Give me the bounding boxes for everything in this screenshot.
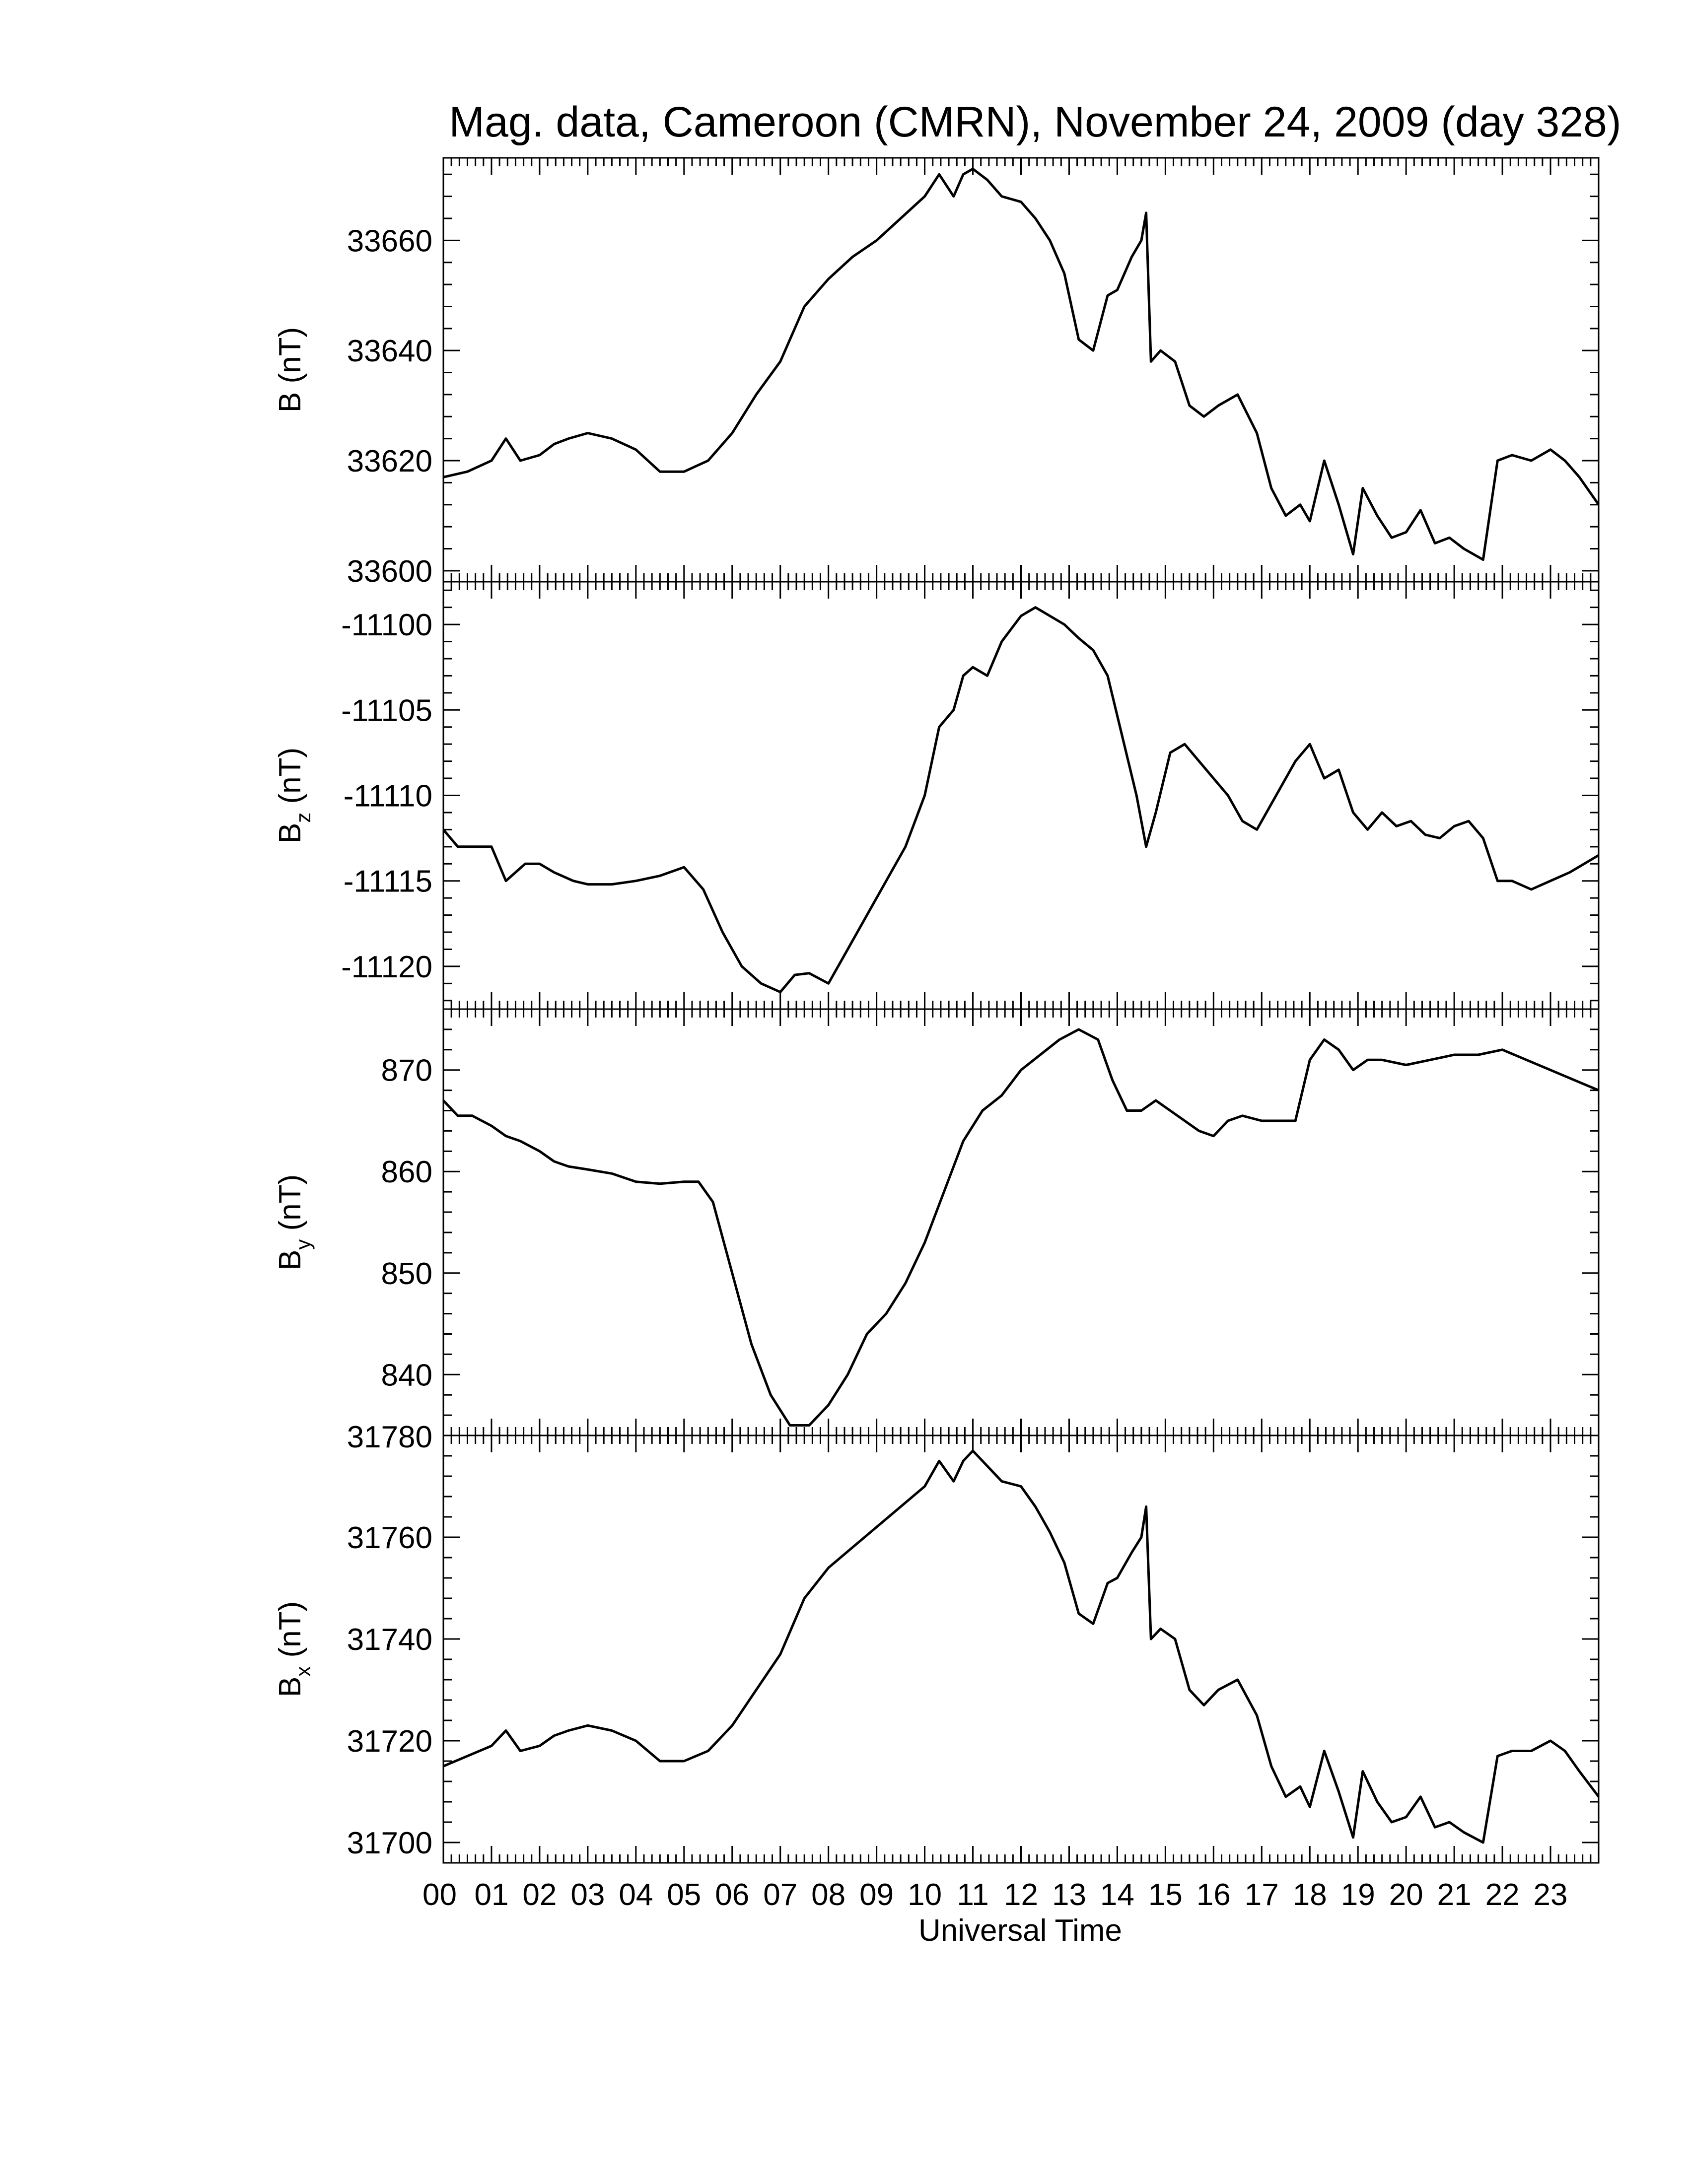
y-axis-label-main: B — [273, 392, 307, 412]
y-axis-label-subscript: z — [291, 813, 315, 823]
y-axis-label-subscript: y — [291, 1239, 315, 1250]
y-axis-label-unit: (nT) — [273, 748, 307, 813]
x-tick-label: 19 — [1341, 1878, 1375, 1912]
x-tick-label: 23 — [1534, 1878, 1568, 1912]
y-tick-label: -11120 — [341, 950, 432, 984]
panel-Bz: -11120 -11115 -11110 -11105 -11100 Bz (nT) — [273, 581, 1600, 1010]
y-axis-label: By (nT) — [273, 1174, 315, 1270]
series-line-Bx — [443, 1449, 1600, 1844]
y-axis-label: Bx (nT) — [273, 1601, 315, 1697]
y-tick-label: 31740 — [347, 1623, 432, 1657]
y-tick-label: -11110 — [344, 779, 432, 814]
x-tick-label: 21 — [1437, 1878, 1472, 1912]
x-tick-label: 17 — [1245, 1878, 1279, 1912]
y-axis-label-unit: (nT) — [273, 1174, 307, 1239]
y-tick-label: 33640 — [347, 334, 432, 368]
panel-frame — [442, 1434, 1600, 1864]
x-tick-label: 07 — [763, 1878, 797, 1912]
panel-B: 33600 33620 33640 33660 B (nT) — [273, 157, 1600, 589]
y-tick-label: -11115 — [344, 865, 432, 899]
y-axis-label-main: B — [273, 1250, 307, 1270]
y-tick-label: 31780 — [347, 1420, 432, 1454]
series-line-B — [443, 167, 1600, 561]
x-tick-label: 10 — [908, 1878, 942, 1912]
y-tick-label: 840 — [381, 1358, 432, 1392]
x-axis-label: Universal Time — [918, 1913, 1122, 1948]
x-tick-label: 06 — [715, 1878, 749, 1912]
y-tick-label: 870 — [381, 1054, 432, 1088]
x-tick-label: 12 — [1004, 1878, 1038, 1912]
x-tick-label: 18 — [1293, 1878, 1327, 1912]
y-axis-label: Bz (nT) — [273, 748, 315, 843]
series-line-By — [442, 1028, 1599, 1427]
y-axis-label-main: B — [273, 823, 307, 843]
x-tick-label: 01 — [474, 1878, 508, 1912]
panel-Bx: 31700 31720 31740 31760 31780 Bx (nT) — [273, 1420, 1600, 1864]
panel-frame — [442, 1008, 1600, 1436]
y-tick-label: -11100 — [341, 608, 432, 642]
chart-title: Mag. data, Cameroon (CMRN), November 24,… — [449, 98, 1621, 146]
y-tick-label: 860 — [381, 1155, 432, 1189]
panel-By: 840 850 860 870 By (nT) — [273, 1008, 1600, 1436]
y-axis-label-unit: (nT) — [273, 1601, 307, 1666]
y-tick-label: 33660 — [347, 224, 432, 258]
panel-frame — [442, 581, 1600, 1010]
y-axis-label-subscript: x — [291, 1666, 315, 1677]
x-tick-label: 11 — [957, 1878, 988, 1912]
y-tick-label: 31720 — [347, 1724, 432, 1759]
x-tick-label: 14 — [1100, 1878, 1134, 1912]
y-tick-label: 31700 — [347, 1826, 432, 1860]
x-tick-label: 03 — [570, 1878, 605, 1912]
y-axis-label-unit: (nT) — [273, 327, 307, 392]
x-tick-label: 16 — [1196, 1878, 1231, 1912]
x-tick-label: 22 — [1485, 1878, 1520, 1912]
y-axis-label: B (nT) — [273, 327, 307, 412]
y-tick-label: 33600 — [347, 554, 432, 589]
y-tick-label: -11105 — [341, 693, 432, 728]
x-tick-label: 09 — [859, 1878, 894, 1912]
x-tick-label: 05 — [667, 1878, 701, 1912]
y-tick-label: 33620 — [347, 444, 432, 478]
x-tick-label: 00 — [422, 1878, 457, 1912]
x-tick-labels: 00 01 02 03 04 05 06 07 08 09 10 11 12 13 14 15 16 17 18 19… — [422, 1878, 1568, 1912]
x-tick-label: 08 — [811, 1878, 845, 1912]
series-line-Bz — [442, 606, 1600, 994]
x-tick-label: 15 — [1148, 1878, 1183, 1912]
y-tick-label: 850 — [381, 1257, 432, 1291]
x-tick-label: 13 — [1052, 1878, 1086, 1912]
x-tick-label: 20 — [1389, 1878, 1423, 1912]
y-tick-label: 31760 — [347, 1521, 432, 1555]
y-axis-label-main: B — [273, 1677, 307, 1697]
x-tick-label: 04 — [619, 1878, 653, 1912]
x-tick-label: 02 — [522, 1878, 557, 1912]
